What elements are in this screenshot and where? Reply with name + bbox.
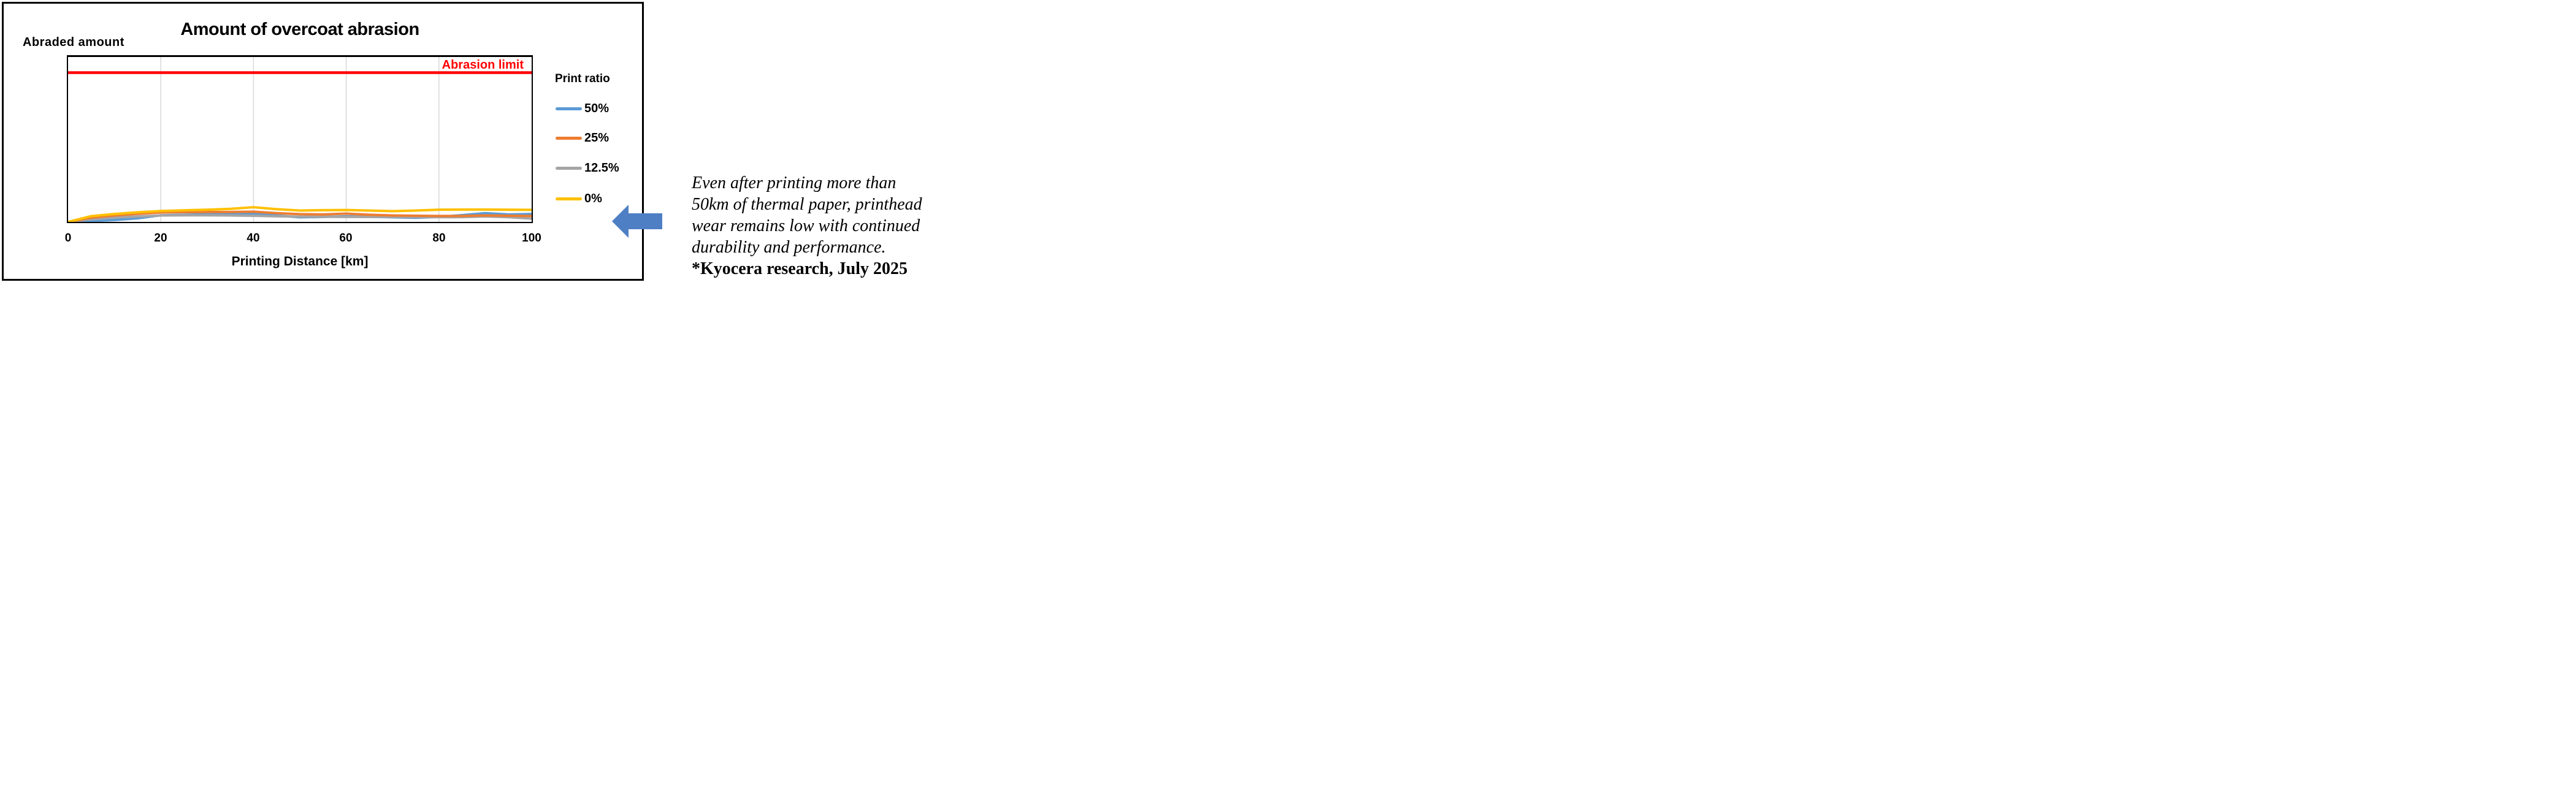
chart-title: Amount of overcoat abrasion xyxy=(180,20,419,39)
annotation-text: Even after printing more than 50km of th… xyxy=(692,172,960,280)
x-tick-20: 20 xyxy=(154,232,167,245)
legend-entry-25: 25% xyxy=(556,130,609,146)
legend-entry-12-5: 12.5% xyxy=(556,160,619,176)
left-arrow-icon xyxy=(612,205,662,238)
legend-title: Print ratio xyxy=(555,72,610,85)
x-axis-label: Printing Distance [km] xyxy=(231,254,369,268)
plot-area: Abrasion limit xyxy=(67,55,533,223)
annotation-source: *Kyocera research, July 2025 xyxy=(692,259,908,278)
legend-entry-0: 0% xyxy=(556,191,602,207)
slide: Amount of overcoat abrasion Abraded amou… xyxy=(0,0,961,297)
legend-swatch-25 xyxy=(556,136,582,140)
x-tick-100: 100 xyxy=(522,232,541,245)
legend-entry-50: 50% xyxy=(556,101,609,116)
legend-swatch-12-5 xyxy=(556,166,582,170)
x-tick-0: 0 xyxy=(64,232,72,245)
legend-label-0: 0% xyxy=(584,191,602,205)
legend-label-12-5: 12.5% xyxy=(584,161,619,175)
annotation-line: Even after printing more than xyxy=(692,173,896,192)
legend-label-25: 25% xyxy=(584,131,610,145)
line-chart xyxy=(68,57,532,222)
legend-label-50: 50% xyxy=(584,101,610,115)
chart-panel: Amount of overcoat abrasion Abraded amou… xyxy=(2,2,644,281)
legend-swatch-0 xyxy=(556,197,582,200)
legend-swatch-50 xyxy=(556,107,582,110)
annotation-line: wear remains low with continued xyxy=(692,216,920,235)
abrasion-limit-label: Abrasion limit xyxy=(441,58,524,72)
annotation-line: 50km of thermal paper, printhead xyxy=(692,195,922,214)
x-tick-40: 40 xyxy=(247,232,260,245)
annotation-line: durability and performance. xyxy=(692,238,886,257)
y-axis-label: Abraded amount xyxy=(23,36,124,49)
x-tick-60: 60 xyxy=(339,232,353,245)
x-tick-80: 80 xyxy=(432,232,446,245)
